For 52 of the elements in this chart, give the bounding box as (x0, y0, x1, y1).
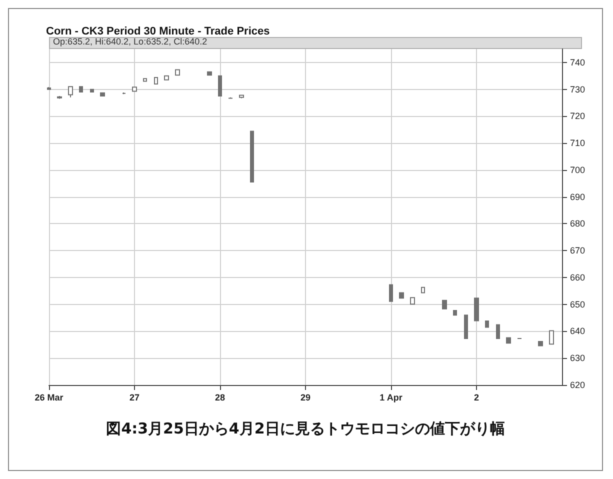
y-tick-label: 630 (570, 353, 586, 364)
candlestick (79, 86, 83, 93)
y-tick-label: 730 (570, 84, 586, 94)
candlestick (175, 69, 180, 76)
candlestick (410, 297, 415, 305)
candlestick (442, 300, 447, 310)
candlestick (464, 314, 468, 339)
y-tick-label: 680 (570, 218, 586, 229)
x-tick-label: 29 (300, 392, 311, 402)
y-tick-label: 640 (570, 326, 586, 336)
candlestick (538, 340, 543, 346)
candlestick (453, 310, 457, 316)
candlestick (421, 286, 425, 294)
candlestick (485, 320, 489, 328)
caption: 図4:3月25日から4月2日に見るトウモロコシの値下がり幅 (106, 420, 505, 438)
y-tick-label: 650 (570, 299, 586, 310)
y-tick-label: 670 (570, 246, 586, 256)
y-tick-label: 690 (570, 192, 586, 202)
y-tick-label: 660 (570, 272, 586, 282)
candlestick (218, 75, 222, 97)
candlestick (389, 284, 393, 302)
candlestick (549, 330, 554, 345)
candlestick (474, 298, 479, 322)
candlestick (207, 71, 212, 76)
candlestick (250, 130, 254, 183)
candlestick (164, 75, 169, 80)
candlestick (517, 337, 522, 340)
y-tick-label: 740 (570, 57, 586, 68)
candlestick (68, 86, 73, 98)
candlestick (239, 94, 244, 99)
x-tick-label: 26 Mar (34, 392, 64, 402)
x-tick-label: 1 Apr (380, 392, 403, 402)
candlestick (154, 76, 158, 85)
text: Op:635.2, Hi:640.2, Lo:635.2, Cl:640.2 (53, 36, 208, 46)
y-tick-label: 700 (570, 164, 586, 175)
x-tick-label: 2 (474, 392, 480, 402)
y-tick-label: 710 (570, 138, 586, 148)
y-tick-label: 620 (570, 380, 586, 390)
candlestick (496, 324, 500, 339)
candlestick (100, 92, 105, 97)
chart-title: Corn - CK3 Period 30 Minute - Trade Prices (46, 26, 270, 38)
y-tick-label: 720 (570, 111, 586, 122)
candlestick (57, 96, 62, 100)
candlestick (399, 292, 404, 299)
candlestick (228, 96, 233, 100)
candlestick (506, 337, 511, 344)
candlestick (143, 78, 147, 82)
x-tick-label: 27 (129, 392, 140, 402)
candlestick (132, 86, 137, 92)
candlestick (47, 86, 51, 90)
x-tick-label: 28 (214, 392, 226, 402)
candlestick (90, 88, 94, 93)
